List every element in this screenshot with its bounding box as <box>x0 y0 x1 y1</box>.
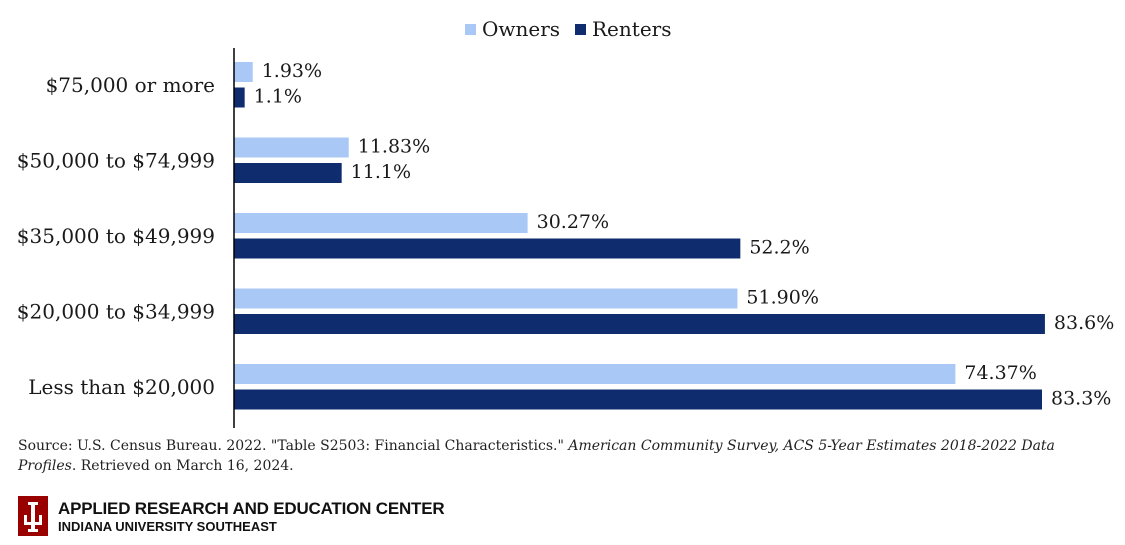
value-label-owners: 1.93% <box>262 60 322 82</box>
value-label-owners: 11.83% <box>358 136 430 158</box>
legend-label-renters: Renters <box>592 17 671 41</box>
value-label-owners: 30.27% <box>537 211 609 233</box>
bar-renters <box>234 163 342 183</box>
value-label-owners: 51.90% <box>746 287 818 309</box>
iu-logo-icon <box>18 496 48 536</box>
source-note: Source: U.S. Census Bureau. 2022. "Table… <box>18 436 1108 476</box>
source-prefix: Source: U.S. Census Bureau. 2022. "Table… <box>18 438 569 454</box>
category-label: Less than $20,000 <box>28 375 215 399</box>
bar-owners <box>234 364 956 384</box>
bar-renters <box>234 238 741 259</box>
bar-owners <box>234 62 253 82</box>
brand-title: APPLIED RESEARCH AND EDUCATION CENTER <box>58 498 445 518</box>
bar-renters <box>234 87 245 108</box>
category-label: $75,000 or more <box>46 73 215 97</box>
legend-swatch-owners <box>465 24 476 35</box>
value-label-owners: 74.37% <box>964 362 1036 384</box>
category-label: $20,000 to $34,999 <box>17 299 215 323</box>
source-italic: American Community Survey, ACS 5-Year Es… <box>18 438 1055 474</box>
brand-footer: APPLIED RESEARCH AND EDUCATION CENTER IN… <box>18 496 445 536</box>
legend-swatch-renters <box>575 24 586 35</box>
legend-label-owners: Owners <box>482 17 560 41</box>
bar-renters <box>234 389 1043 410</box>
value-label-renters: 52.2% <box>749 237 809 259</box>
bar-owners <box>234 288 738 309</box>
bar-chart: Owners Renters $75,000 or more 1.93% 1.1% $50… <box>17 17 1114 428</box>
value-label-renters: 1.1% <box>254 86 302 108</box>
value-label-renters: 11.1% <box>351 161 411 183</box>
bar-owners <box>234 137 349 158</box>
value-label-renters: 83.3% <box>1051 388 1111 410</box>
category-label: $35,000 to $49,999 <box>17 224 215 248</box>
brand-subtitle: INDIANA UNIVERSITY SOUTHEAST <box>58 518 277 534</box>
category-label: $50,000 to $74,999 <box>17 148 215 172</box>
value-label-renters: 83.6% <box>1054 312 1114 334</box>
bar-renters <box>234 314 1045 334</box>
bar-owners <box>234 213 528 233</box>
source-suffix: . Retrieved on March 16, 2024. <box>71 458 294 474</box>
